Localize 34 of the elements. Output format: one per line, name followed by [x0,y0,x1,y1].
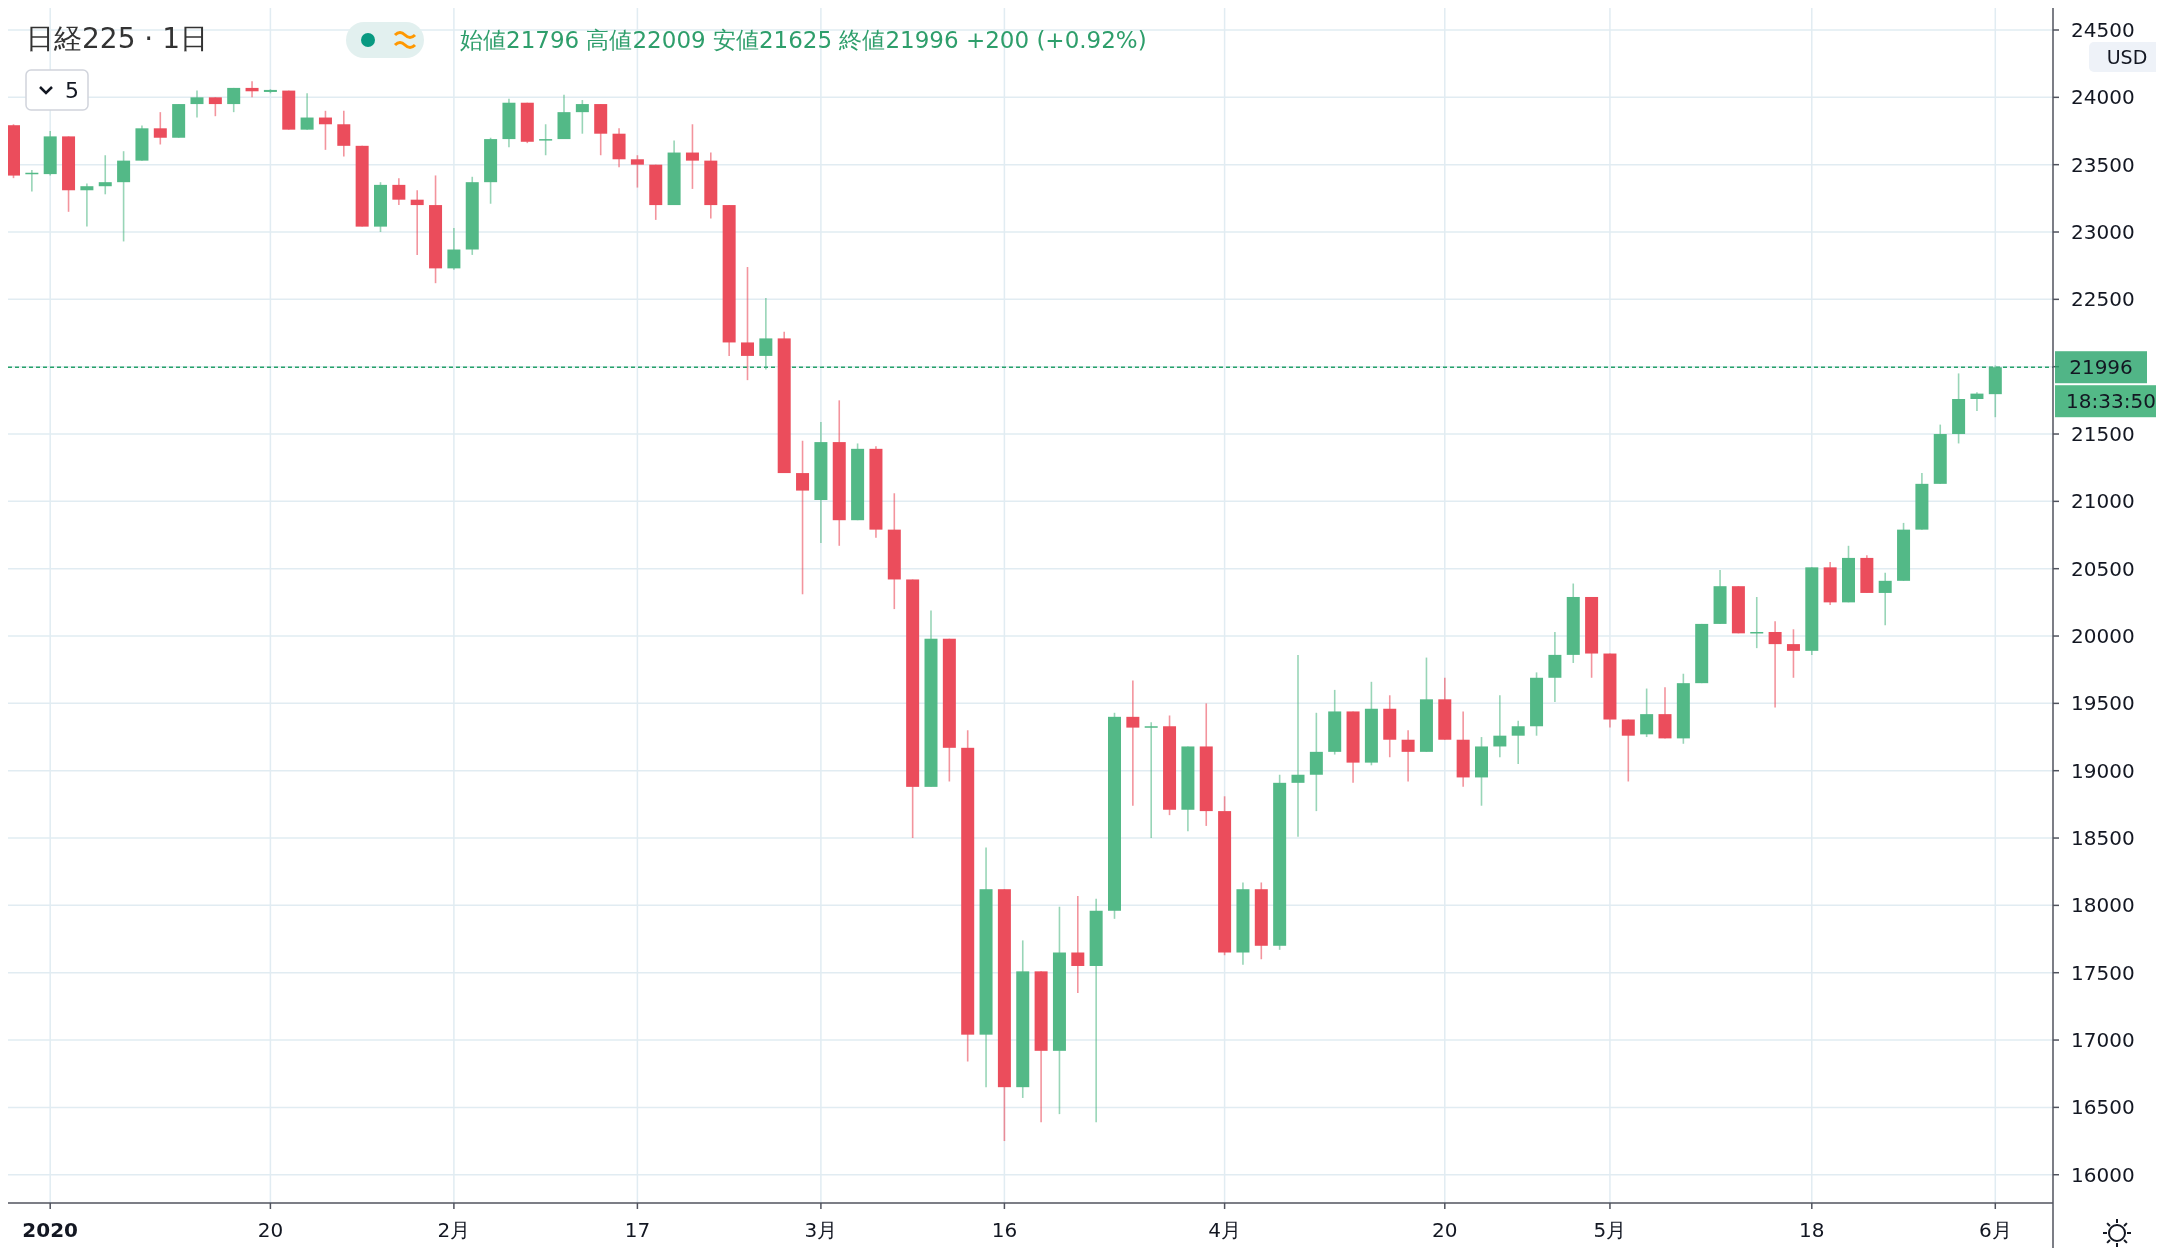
x-tick-label: 16 [991,1218,1018,1242]
y-tick-label: 22500 [2071,287,2135,312]
text: 18:33:50 [2066,389,2156,414]
x-tick-label: 20 [1432,1218,1458,1242]
y-tick-label: 18500 [2071,826,2135,851]
x-tick-label: 20 [257,1218,284,1242]
y-tick-label: 17500 [2071,960,2135,985]
x-tick-label: 5月 [1593,1218,1627,1242]
y-tick-label: 18000 [2071,893,2135,918]
chart-title: 日経225 · 1日 [26,22,208,55]
y-tick-label: 24500 [2071,18,2135,42]
y-tick-label: 20500 [2071,556,2135,581]
chart-subtitle: 始値21796 高値22009 安値21625 終値21996 +200 (+0.92%) [460,27,1147,53]
x-tick-label: 6月 [1978,1218,2012,1242]
y-tick-label: 21000 [2071,489,2135,514]
y-tick-label: 17000 [2071,1028,2135,1053]
y-tick-label: 19000 [2071,758,2135,783]
y-tick-label: 24000 [2071,85,2135,110]
y-tick-label: 16500 [2071,1095,2135,1120]
x-tick-label: 17 [624,1218,651,1242]
y-tick-label: 21500 [2071,422,2135,447]
x-tick-label: 3月 [804,1218,838,1242]
ref-line-label: 21996 [2069,355,2133,380]
annotation: 5 [65,78,79,103]
text: USD [2106,46,2148,68]
x-tick-label: 18 [1799,1218,1825,1242]
y-tick-label: 16000 [2071,1162,2135,1187]
y-tick-label: 23500 [2071,152,2135,177]
y-tick-label: 19500 [2071,691,2135,716]
y-tick-label: 20000 [2071,624,2135,649]
x-tick-label: 2020 [22,1218,79,1242]
x-tick-label: 2月 [437,1218,471,1242]
y-tick-label: 23000 [2071,220,2135,245]
x-tick-label: 4月 [1208,1218,1241,1242]
